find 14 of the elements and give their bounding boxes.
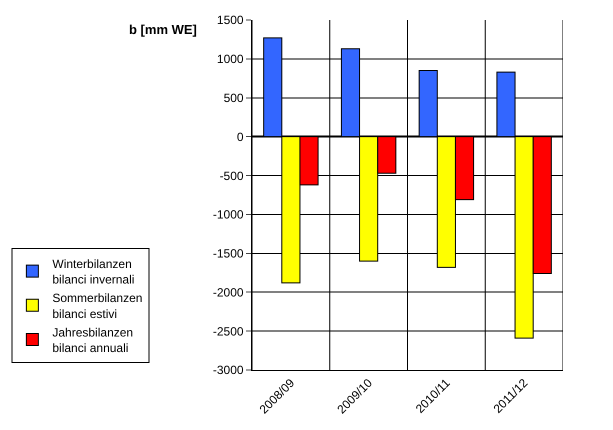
- y-tick-label: 1500: [216, 13, 244, 28]
- y-tick-label: 0: [236, 130, 244, 144]
- legend-label: Winterbilanzen bilanci invernali: [52, 256, 134, 287]
- y-tick-label: 1000: [216, 52, 244, 66]
- y-tick-label: -1500: [212, 246, 244, 261]
- y-tick-label: -2500: [212, 324, 244, 338]
- legend-label: Sommerbilanzen bilanci estivi: [52, 291, 142, 321]
- y-tick-label: 500: [224, 90, 244, 105]
- y-tick-label: -2000: [212, 285, 244, 300]
- y-tick-label: -500: [220, 168, 244, 183]
- y-axis-title: b [mm WE]: [129, 22, 197, 37]
- legend-label: Jahresbilanzen bilanci annuali: [52, 325, 134, 355]
- y-tick-label: -3000: [212, 363, 244, 378]
- y-tick-label: -1000: [212, 208, 244, 222]
